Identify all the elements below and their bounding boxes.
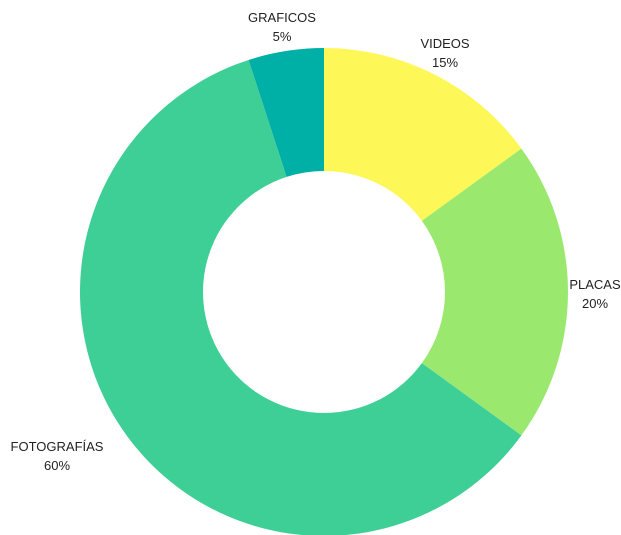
slice-value-fotografias: 60% [44, 458, 70, 473]
slice-label-graficos: GRAFICOS [248, 10, 316, 25]
slice-graficos [248, 48, 324, 177]
slice-label-placas: PLACAS [569, 277, 621, 292]
slice-value-placas: 20% [582, 296, 608, 311]
slice-fotografias [80, 59, 522, 535]
slice-value-graficos: 5% [273, 29, 292, 44]
slice-value-videos: 15% [432, 55, 458, 70]
slice-placas [421, 148, 569, 436]
slice-label-fotografias: FOTOGRAFÍAS [11, 439, 104, 454]
slice-label-videos: VIDEOS [420, 36, 469, 51]
labels-group: VIDEOS 15% PLACAS 20% FOTOGRAFÍAS 60% GRAFICOS… [11, 10, 621, 473]
slices-group [80, 48, 569, 535]
slice-videos [324, 48, 522, 221]
